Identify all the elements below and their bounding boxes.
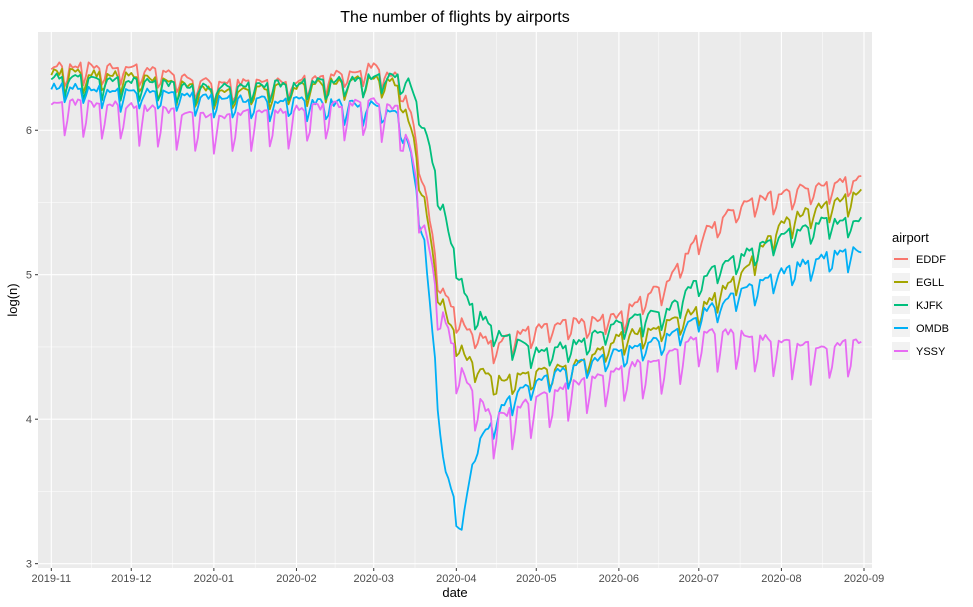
x-axis-label: date: [442, 585, 467, 600]
y-tick-label: 3: [26, 559, 32, 571]
y-axis-label: log(n): [5, 283, 20, 316]
series-lines: [50, 61, 863, 531]
x-tick-label: 2020-06: [599, 573, 639, 585]
x-tick-label: 2020-03: [354, 573, 394, 585]
x-tick-label: 2020-02: [276, 573, 316, 585]
series-line-eddf: [50, 61, 862, 365]
x-tick-label: 2019-12: [111, 573, 151, 585]
legend: airport EDDF EGLL KJFK OMDB YSSY: [892, 230, 949, 360]
y-tick-label: 6: [26, 125, 32, 137]
series-line-omdb: [50, 82, 862, 531]
plot-panel: [38, 32, 872, 568]
legend-label: YSSY: [916, 346, 946, 358]
y-axis: 3 4 5 6: [26, 125, 38, 571]
x-axis: 2019-11 2019-12 2020-01 2020-02 2020-03 2020-…: [32, 568, 884, 585]
legend-label: OMDB: [916, 323, 949, 335]
legend-label: EDDF: [916, 254, 946, 266]
y-tick-label: 5: [26, 270, 32, 282]
legend-label: EGLL: [916, 277, 944, 289]
legend-label: KJFK: [916, 300, 944, 312]
x-tick-label: 2020-07: [679, 573, 719, 585]
legend-title: airport: [892, 230, 929, 245]
x-tick-label: 2020-08: [761, 573, 801, 585]
series-line-yssy: [50, 97, 862, 460]
y-tick-label: 4: [26, 414, 32, 426]
x-tick-label: 2020-05: [516, 573, 556, 585]
x-tick-label: 2020-09: [844, 573, 884, 585]
x-tick-label: 2020-04: [436, 573, 476, 585]
chart-title: The number of flights by airports: [340, 9, 569, 26]
x-tick-label: 2019-11: [32, 573, 72, 585]
x-tick-label: 2020-01: [194, 573, 234, 585]
grid-major: [38, 32, 872, 568]
series-line-kjfk: [50, 72, 863, 370]
